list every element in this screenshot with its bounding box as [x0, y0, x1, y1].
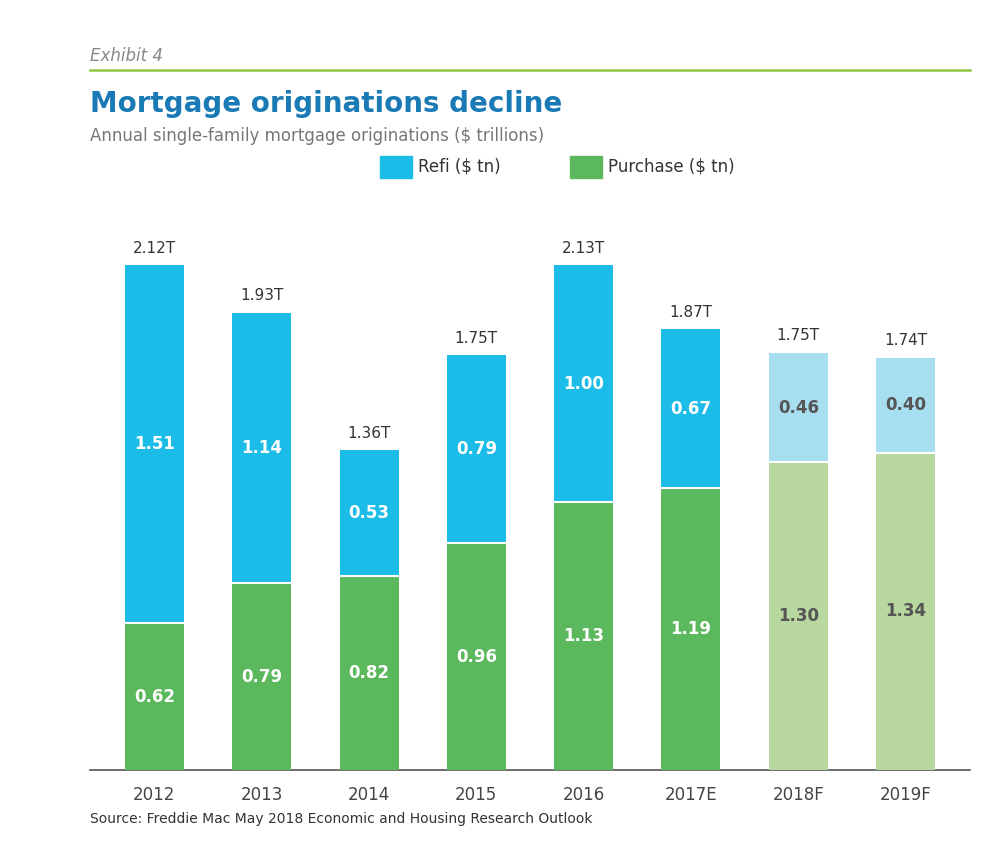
Text: 1.75T: 1.75T — [777, 329, 820, 343]
Text: Exhibit 4: Exhibit 4 — [90, 47, 163, 65]
Text: 0.62: 0.62 — [134, 688, 175, 706]
Bar — [876, 453, 935, 770]
Text: 1.30: 1.30 — [778, 607, 819, 625]
Text: 2.13T: 2.13T — [562, 241, 605, 256]
Text: Purchase ($ tn): Purchase ($ tn) — [608, 158, 735, 176]
Text: 1.51: 1.51 — [134, 435, 175, 454]
Bar — [661, 488, 720, 770]
Text: 1.34: 1.34 — [885, 603, 926, 621]
Text: 1.19: 1.19 — [670, 621, 711, 639]
Text: Refi ($ tn): Refi ($ tn) — [418, 158, 501, 176]
Bar — [447, 355, 506, 543]
Text: 0.96: 0.96 — [456, 647, 497, 666]
Text: 0.82: 0.82 — [349, 664, 390, 682]
Bar — [232, 583, 291, 770]
Bar — [232, 312, 291, 583]
Bar — [769, 462, 828, 770]
Text: 0.53: 0.53 — [349, 504, 390, 522]
Bar — [340, 450, 399, 576]
Bar — [554, 502, 613, 770]
Text: 1.93T: 1.93T — [240, 288, 283, 303]
Bar — [125, 623, 184, 770]
Text: 0.79: 0.79 — [456, 440, 497, 458]
Bar — [876, 358, 935, 453]
Text: 0.46: 0.46 — [778, 399, 819, 417]
Text: 0.79: 0.79 — [241, 668, 282, 686]
Bar — [554, 265, 613, 502]
Text: Mortgage originations decline: Mortgage originations decline — [90, 90, 562, 118]
Text: 2.12T: 2.12T — [133, 241, 176, 256]
Text: 1.87T: 1.87T — [669, 305, 713, 320]
Text: 0.40: 0.40 — [885, 396, 926, 414]
Text: 1.00: 1.00 — [563, 375, 604, 393]
Text: 1.75T: 1.75T — [455, 330, 498, 346]
Text: 0.67: 0.67 — [670, 400, 711, 418]
Text: 1.13: 1.13 — [563, 627, 604, 645]
Text: Source: Freddie Mac May 2018 Economic and Housing Research Outlook: Source: Freddie Mac May 2018 Economic an… — [90, 812, 592, 826]
Text: 1.74T: 1.74T — [884, 333, 927, 348]
Text: 1.36T: 1.36T — [347, 425, 391, 441]
Text: 1.14: 1.14 — [241, 439, 282, 457]
Bar — [447, 543, 506, 770]
Text: Annual single-family mortgage originations ($ trillions): Annual single-family mortgage originatio… — [90, 127, 544, 145]
Bar — [769, 353, 828, 462]
Bar — [125, 265, 184, 623]
Bar — [661, 330, 720, 488]
Bar — [340, 576, 399, 770]
